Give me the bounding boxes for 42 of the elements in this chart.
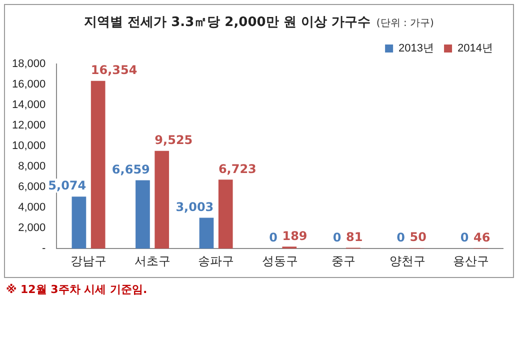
data-label: 3,003 xyxy=(176,200,214,214)
x-tick-label: 송파구 xyxy=(198,254,234,268)
data-label: 0 xyxy=(269,230,278,245)
data-label: 6,723 xyxy=(218,162,256,176)
bar xyxy=(72,196,86,249)
x-tick-label: 용산구 xyxy=(453,254,490,268)
data-label: 189 xyxy=(282,228,308,243)
x-tick-label: 양천구 xyxy=(389,254,426,268)
data-label: 0 xyxy=(396,230,405,245)
y-tick-label: 18,000 xyxy=(12,58,46,70)
data-label: 0 xyxy=(332,230,342,245)
data-label: 5,074 xyxy=(48,178,86,193)
y-tick-label: 14,000 xyxy=(12,99,46,112)
legend-label: 2014년 xyxy=(458,42,494,55)
y-tick-label: 4,000 xyxy=(18,202,46,214)
text: ※ 12월 3주차 시세 기준임. xyxy=(6,282,148,297)
chart-subtitle: (단위 : 가구) xyxy=(376,18,434,29)
y-tick-label: 8,000 xyxy=(18,160,46,173)
y-tick-label: - xyxy=(42,242,46,255)
bar xyxy=(154,150,170,249)
y-tick-label: 2,000 xyxy=(18,222,46,234)
chart-title: 지역별 전세가 3.3㎡당 2,000만 원 이상 가구수 xyxy=(84,15,370,30)
data-label: 50 xyxy=(410,230,426,244)
legend-label: 2013년 xyxy=(398,42,434,55)
y-tick-label: 10,000 xyxy=(12,140,46,152)
x-tick-label: 서초구 xyxy=(134,254,170,268)
y-tick-label: 16,000 xyxy=(12,78,46,91)
data-label: 9,525 xyxy=(154,133,193,148)
y-tick-label: 6,000 xyxy=(18,181,46,194)
data-label: 81 xyxy=(346,230,363,244)
x-tick-label: 강남구 xyxy=(70,254,107,268)
x-tick-label: 중구 xyxy=(332,254,356,268)
data-label: 6,659 xyxy=(112,162,150,176)
data-label: 0 xyxy=(460,230,469,245)
x-tick-label: 성동구 xyxy=(262,254,298,268)
bar xyxy=(136,180,150,249)
bar xyxy=(90,80,106,249)
data-label: 46 xyxy=(474,230,490,244)
bar xyxy=(218,180,233,249)
data-label: 16,354 xyxy=(90,63,138,78)
y-tick-label: 12,000 xyxy=(12,120,46,132)
bar xyxy=(199,218,214,249)
